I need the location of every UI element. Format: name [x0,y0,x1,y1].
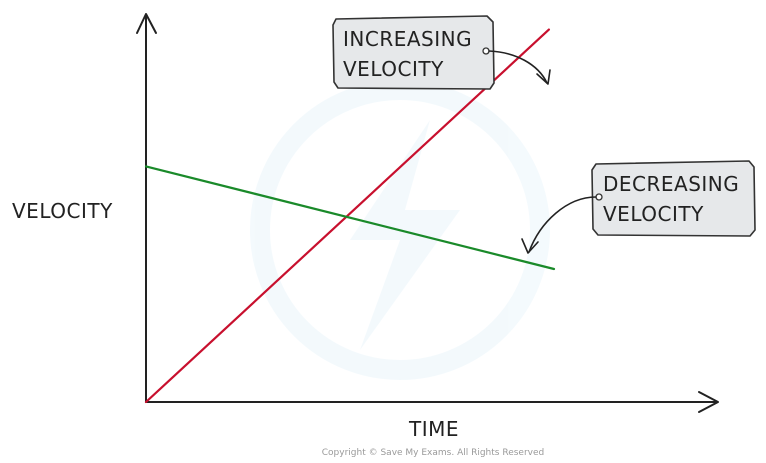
annotation-tag-decreasing [591,160,756,237]
pointer-arrow-decreasing [528,196,597,253]
pointer-arrow-increasing [488,50,548,84]
x-axis-label: TIME [408,417,459,441]
annotation-text-increasing-line1: INCREASING [343,27,472,51]
copyright-text: Copyright © Save My Exams. All Rights Re… [322,448,544,458]
annotation-text-increasing-line2: VELOCITY [343,57,444,81]
tag-hole-decreasing [595,193,603,201]
series-line-increasing [144,28,551,404]
tag-hole-increasing [482,47,490,55]
annotation-text-decreasing-line2: VELOCITY [603,202,704,226]
annotation-tag-increasing [332,15,495,90]
annotation-increasing: INCREASING VELOCITY [332,15,551,90]
y-axis-arrow [136,13,157,34]
axes [136,13,719,413]
x-axis-arrow [698,391,719,413]
annotation-decreasing: DECREASING VELOCITY [521,160,756,254]
y-axis-label: VELOCITY [12,199,113,223]
annotation-text-decreasing-line1: DECREASING [603,172,739,196]
pointer-arrowhead-increasing [536,69,551,85]
pointer-arrowhead-decreasing [521,238,539,254]
series-layer [144,28,556,404]
series-line-decreasing [144,165,556,271]
